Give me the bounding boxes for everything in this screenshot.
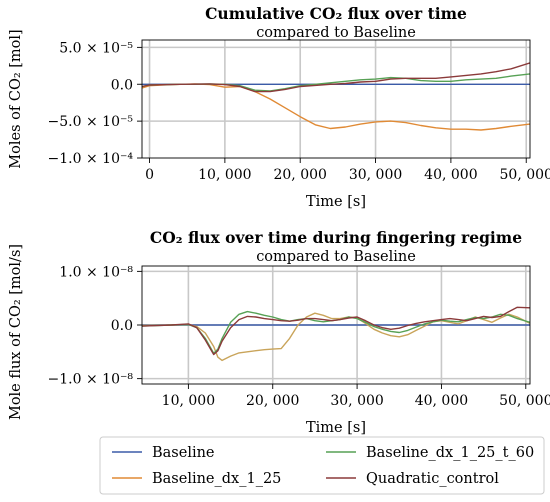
legend-label-baseline-dx-1-25: Baseline_dx_1_25 [152, 471, 281, 487]
legend-label-baseline-dx-1-25-t-60: Baseline_dx_1_25_t_60 [366, 445, 534, 461]
chart2-x-tick-label: 40, 000 [415, 393, 468, 409]
legend-entry-quadratic-control: Quadratic_control [326, 471, 499, 487]
chart1-ticks: 0 10, 000 20, 000 30, 000 40, 000 50, 000 5.0 … [48, 40, 550, 183]
chart1-y-tick-label: −5.0 × 10⁻⁵ [48, 114, 134, 130]
chart1-y-tick-label: 5.0 × 10⁻⁵ [59, 40, 133, 56]
chart2-ticks: 10, 000 20, 000 30, 000 40, 000 50, 000 1.0 ×… [48, 264, 550, 409]
chart1-y-label: Moles of CO₂ [mol] [8, 29, 24, 168]
legend: Baseline Baseline_dx_1_25 Baseline_dx_1_… [99, 436, 545, 495]
chart2-y-tick-label: 0.0 [111, 318, 133, 334]
chart2-x-tick-label: 20, 000 [246, 393, 299, 409]
chart1-series-lines [142, 62, 530, 131]
chart2-series-baseline-dx-1-25-t-60 [142, 310, 530, 355]
legend-entry-baseline-dx-1-25: Baseline_dx_1_25 [112, 471, 281, 487]
chart1-x-tick-label: 10, 000 [198, 167, 251, 183]
chart-fingering-flux: CO₂ flux over time during fingering regi… [8, 228, 550, 436]
chart-cumulative-flux: Cumulative CO₂ flux over time compared t… [8, 4, 550, 210]
legend-label-quadratic-control: Quadratic_control [366, 471, 499, 487]
chart1-y-tick-label: −1.0 × 10⁻⁴ [48, 151, 134, 167]
chart1-y-tick-label: 0.0 [111, 77, 133, 93]
chart1-subtitle: compared to Baseline [256, 25, 416, 41]
chart1-x-tick-label: 0 [145, 167, 154, 183]
chart2-x-label: Time [s] [306, 420, 366, 436]
legend-entry-baseline: Baseline [112, 445, 215, 461]
chart1-x-label: Time [s] [306, 194, 366, 210]
chart1-title: Cumulative CO₂ flux over time [205, 4, 467, 23]
chart1-series-quadratic-control [142, 62, 530, 93]
legend-box [99, 436, 545, 495]
chart2-y-tick-label: 1.0 × 10⁻⁸ [59, 264, 133, 280]
chart1-series-baseline-dx-1-25-t-60 [142, 73, 530, 92]
chart1-x-tick-label: 50, 000 [500, 167, 550, 183]
chart1-x-tick-label: 30, 000 [349, 167, 402, 183]
chart1-series-baseline-dx-1-25 [142, 83, 530, 131]
chart2-y-tick-label: −1.0 × 10⁻⁸ [48, 372, 134, 388]
chart2-x-tick-label: 50, 000 [499, 393, 550, 409]
chart2-series-quadratic-control [142, 306, 530, 356]
chart2-title: CO₂ flux over time during fingering regi… [150, 228, 522, 247]
chart2-y-label: Mole flux of CO₂ [mol/s] [8, 244, 24, 420]
chart2-x-tick-label: 10, 000 [162, 393, 215, 409]
chart2-x-tick-label: 30, 000 [330, 393, 383, 409]
legend-entry-baseline-dx-1-25-t-60: Baseline_dx_1_25_t_60 [326, 445, 534, 461]
chart1-x-tick-label: 20, 000 [273, 167, 326, 183]
chart2-subtitle: compared to Baseline [256, 249, 416, 265]
chart1-plot-frame [141, 39, 531, 159]
legend-label-baseline: Baseline [152, 445, 215, 461]
chart1-x-tick-label: 40, 000 [424, 167, 477, 183]
chart1-gridlines [142, 40, 530, 158]
chart2-series-lines [142, 306, 530, 362]
